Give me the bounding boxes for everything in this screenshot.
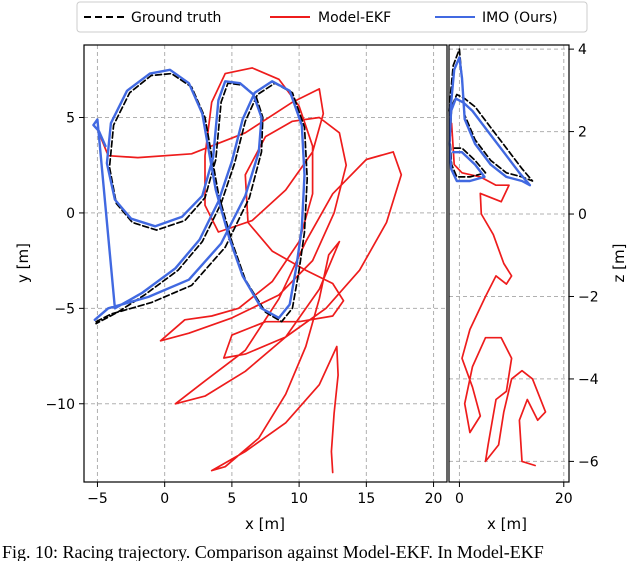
xz-panel: 0 20 −6 −4 −2 0 2 4 x [m] z [m]: [448, 42, 628, 533]
xy-y-tick-label: −10: [45, 397, 75, 413]
xy-grid: [84, 45, 447, 482]
xz-z-axis-label: z [m]: [610, 244, 628, 283]
xy-x-tick-label: 20: [425, 491, 443, 507]
xz-series-imo: [448, 56, 532, 187]
xy-axes-frame: [83, 44, 448, 483]
legend: Ground truth Model-EKF IMO (Ours): [76, 1, 588, 33]
xz-y-tick-label: −6: [578, 454, 599, 470]
xz-x-axis-label: x [m]: [487, 515, 527, 533]
xy-series-imo: [92, 68, 306, 321]
xy-x-tick-label: 5: [227, 491, 236, 507]
xy-x-tick-label: 0: [160, 491, 169, 507]
xy-series-model-ekf: [96, 67, 403, 474]
xy-x-tick-label: 10: [290, 491, 308, 507]
xz-series-model-ekf: [450, 122, 547, 467]
xy-y-tick-label: −5: [54, 301, 75, 317]
xy-y-axis-label: y [m]: [14, 243, 32, 283]
legend-box: [76, 1, 588, 33]
xy-series-group: [92, 67, 403, 474]
xz-axes-frame: [448, 44, 570, 483]
xy-x-tick-label: 15: [357, 491, 375, 507]
xz-x-tick-label: 0: [455, 491, 464, 507]
xz-y-tick-label: −4: [578, 372, 599, 388]
xy-panel: −5 0 5 10 15 20 −10 −5 0 5 x [m] y [m]: [14, 44, 448, 533]
xy-ticks: −5 0 5 10 15 20 −10 −5 0 5: [45, 111, 442, 507]
xy-x-axis-label: x [m]: [245, 515, 285, 533]
xz-y-tick-label: 4: [578, 42, 587, 58]
xz-series-group: [448, 48, 547, 467]
xz-x-tick-label: 20: [555, 491, 573, 507]
xy-x-tick-label: −5: [87, 491, 108, 507]
figure-caption: Fig. 10: Racing trajectory. Comparison a…: [2, 542, 544, 561]
legend-label-model-ekf: Model-EKF: [318, 10, 391, 26]
xz-y-tick-label: −2: [578, 289, 599, 305]
xy-y-tick-label: 0: [66, 206, 75, 222]
legend-label-imo: IMO (Ours): [482, 10, 558, 26]
xz-y-tick-label: 2: [578, 125, 587, 141]
xz-ticks: 0 20 −6 −4 −2 0 2 4: [455, 42, 599, 507]
xz-y-tick-label: 0: [578, 207, 587, 223]
legend-label-ground-truth: Ground truth: [131, 10, 221, 26]
xy-y-tick-label: 5: [66, 111, 75, 127]
